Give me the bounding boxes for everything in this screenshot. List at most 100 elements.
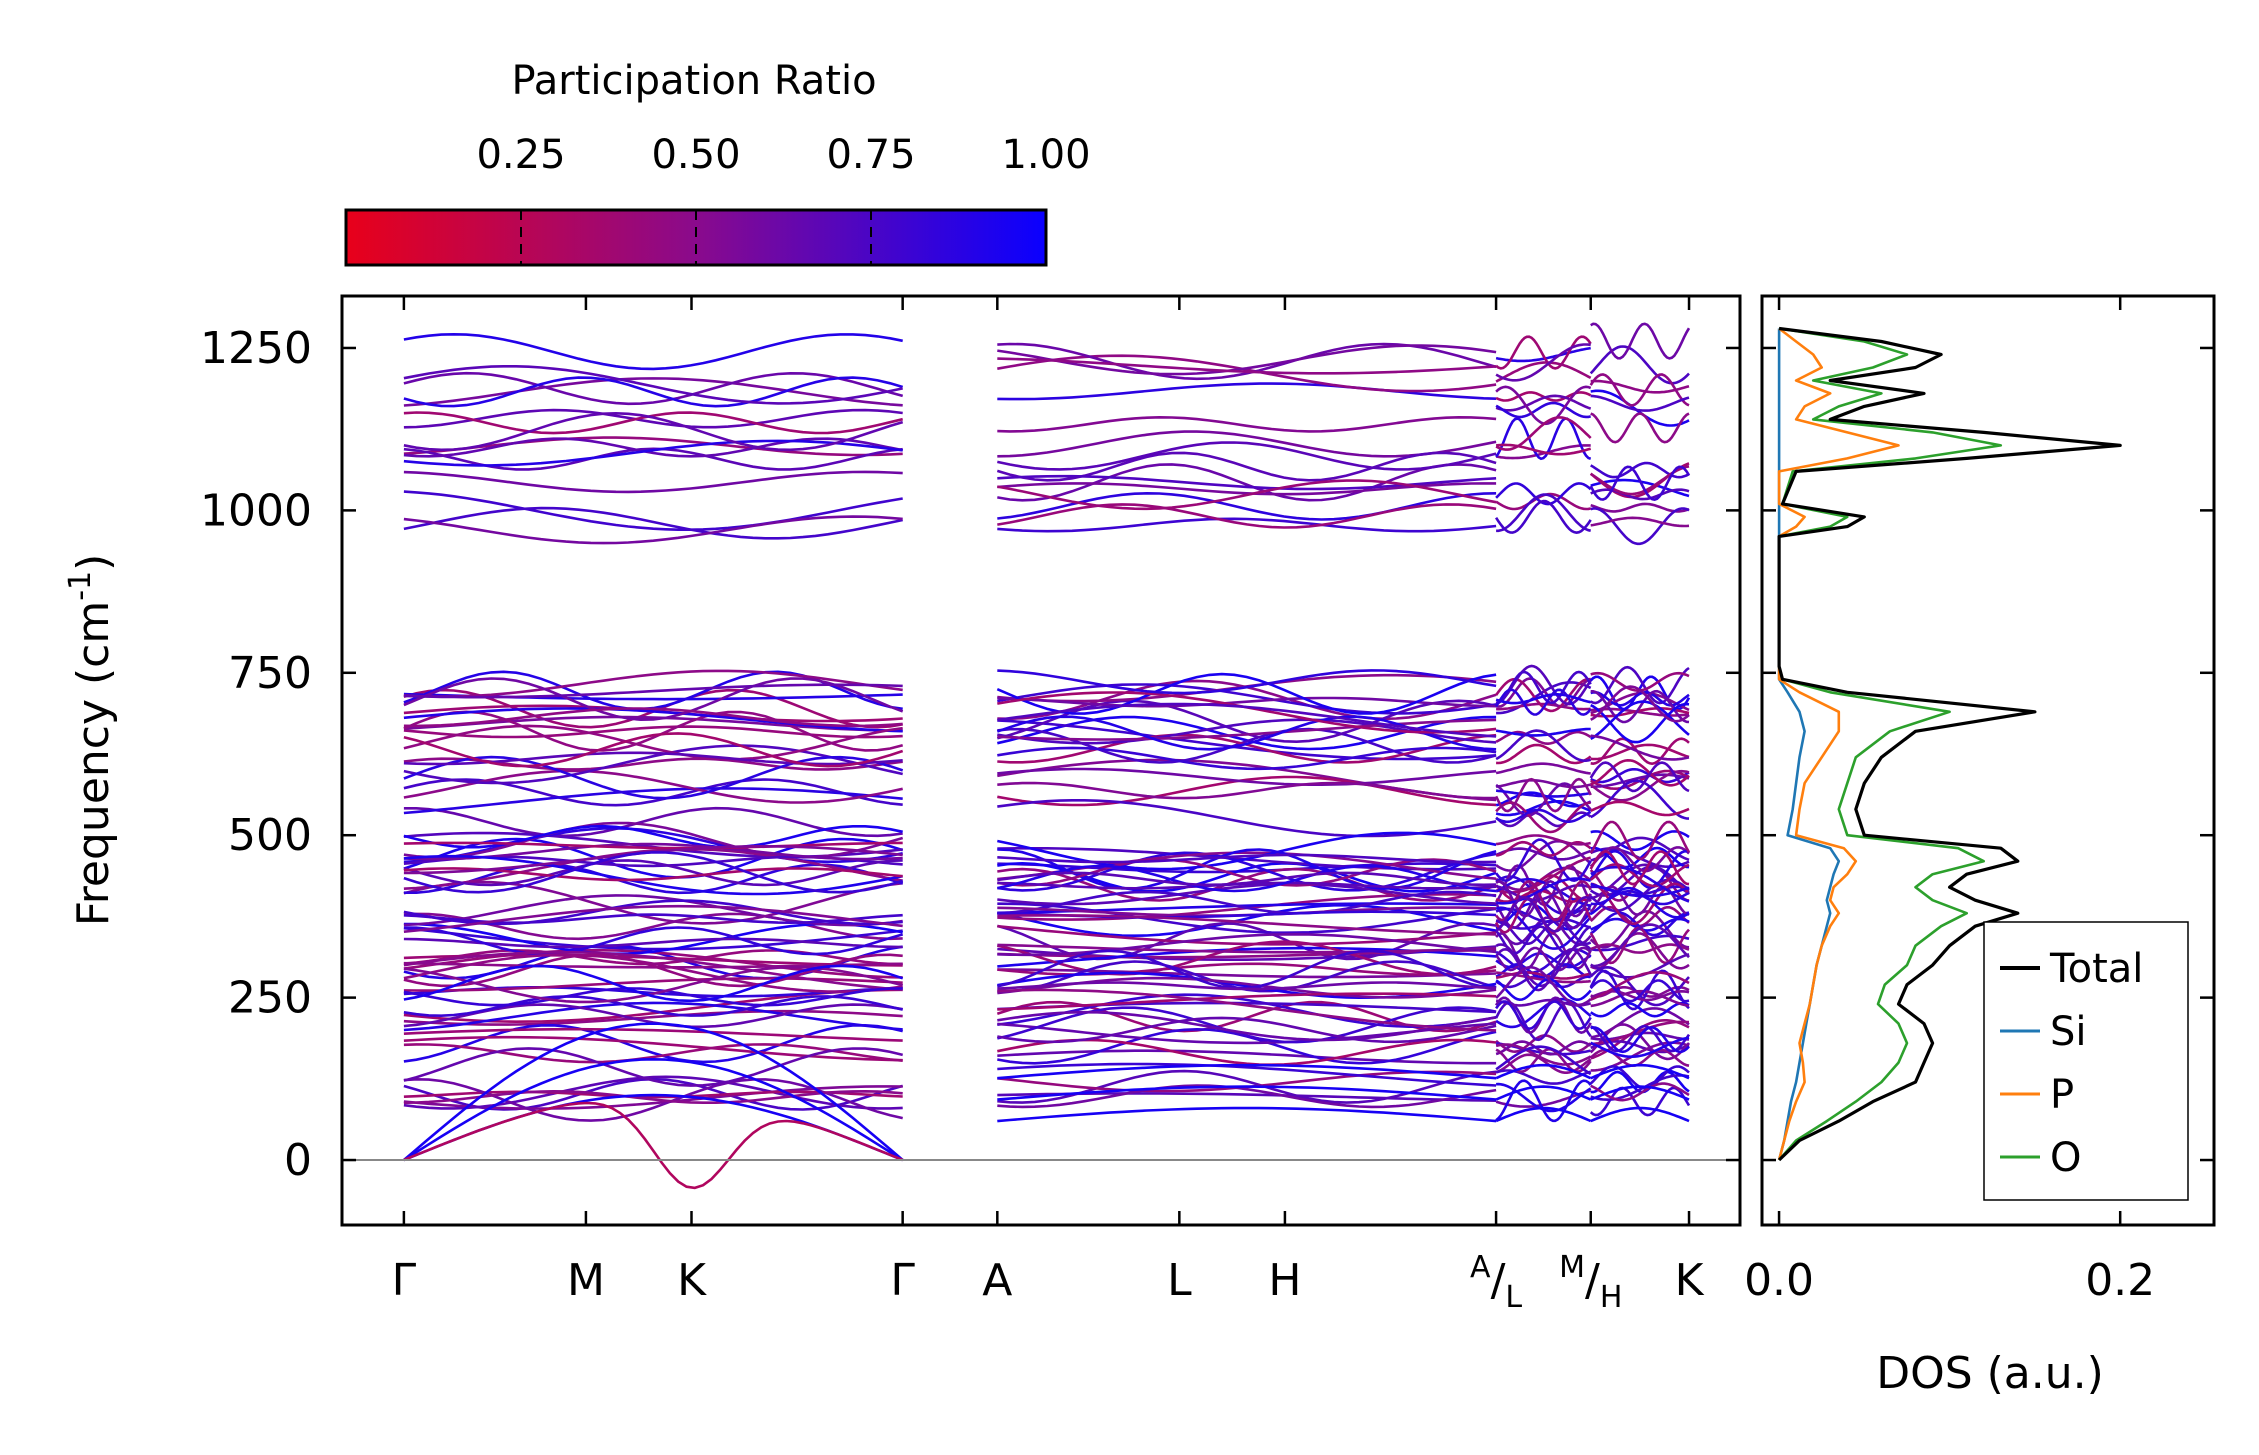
phonon-band — [997, 1049, 1497, 1065]
phonon-band — [403, 950, 903, 992]
x-tick-label: L — [1167, 1255, 1192, 1306]
band-plot-frame — [340, 294, 1742, 1227]
x-tick-label: K — [1675, 1255, 1705, 1306]
dos-x-tick-label: 0.2 — [2085, 1255, 2155, 1306]
acoustic-band — [403, 1022, 904, 1161]
phonon-band — [403, 806, 903, 838]
phonon-band — [1589, 969, 1690, 1011]
phonon-band — [1495, 1000, 1592, 1031]
phonon-band — [1495, 801, 1591, 834]
phonon-band — [1590, 1024, 1691, 1053]
phonon-band — [403, 408, 903, 429]
phonon-band — [1494, 777, 1592, 813]
phonon-band — [1590, 685, 1690, 723]
acoustic-band — [1495, 1085, 1592, 1101]
phonon-band — [997, 503, 1497, 529]
phonon-band — [403, 437, 903, 458]
phonon-band — [1590, 768, 1690, 784]
phonon-band — [1589, 820, 1691, 861]
phonon-band — [1495, 417, 1592, 461]
phonon-band — [1495, 443, 1592, 456]
y-tick-label: 0 — [284, 1135, 312, 1186]
dos-plot-frame — [1760, 294, 2216, 1227]
phonon-band — [1495, 838, 1592, 883]
phonon-band — [403, 411, 904, 452]
phonon-band — [1589, 761, 1690, 793]
y-axis-label-main: Frequency (cm — [68, 601, 119, 927]
phonon-band — [1590, 737, 1690, 766]
phonon-band — [1589, 345, 1690, 385]
phonon-band — [1590, 379, 1690, 394]
phonon-band — [1495, 499, 1592, 535]
acoustic-band — [997, 1106, 1497, 1123]
phonon-band — [403, 1043, 903, 1064]
phonon-band — [1495, 946, 1592, 972]
legend-label: Total — [2049, 946, 2143, 992]
phonon-band — [403, 953, 903, 993]
phonon-band — [1494, 688, 1592, 716]
dos-series-p — [1777, 327, 1900, 1161]
phonon-band — [403, 1085, 903, 1110]
phonon-band — [1590, 389, 1690, 427]
x-tick-label: A/L — [1470, 1250, 1522, 1315]
legend-label: O — [2050, 1135, 2081, 1181]
phonon-band — [403, 1027, 903, 1042]
acoustic-band — [1495, 1063, 1592, 1080]
x-tick-label: M/H — [1559, 1250, 1622, 1315]
x-tick-label: Γ — [392, 1255, 417, 1306]
x-tick-label: A — [982, 1255, 1012, 1306]
phonon-band — [1495, 880, 1592, 918]
phonon-band — [1590, 934, 1690, 952]
phonon-band — [403, 841, 903, 850]
phonon-band — [997, 871, 1497, 887]
colorbar-tick-label: 1.00 — [1001, 132, 1090, 178]
dos-x-axis-label: DOS (a.u.) — [1876, 1348, 2104, 1399]
phonon-band — [403, 732, 904, 768]
phonon-band — [403, 755, 904, 800]
phonon-band — [1590, 516, 1690, 528]
phonon-band — [997, 864, 1497, 893]
phonon-band — [1589, 850, 1690, 886]
phonon-band — [1495, 919, 1592, 946]
phonon-band — [1590, 502, 1690, 513]
phonon-band — [1590, 702, 1690, 744]
phonon-band — [1495, 847, 1592, 861]
phonon-band — [403, 824, 903, 849]
phonon-band — [997, 831, 1497, 871]
phonon-band — [997, 853, 1497, 864]
y-tick-label: 500 — [228, 810, 312, 861]
phonon-band — [403, 987, 903, 1007]
phonon-band — [1495, 779, 1591, 789]
phonon-band — [997, 924, 1497, 946]
phonon-band — [1496, 1082, 1592, 1113]
phonon-band — [403, 683, 903, 699]
phonon-band — [997, 683, 1497, 715]
phonon-band — [997, 914, 1497, 936]
phonon-band — [1590, 943, 1690, 954]
phonon-band — [1589, 373, 1690, 407]
phonon-band — [997, 344, 1497, 376]
phonon-band — [1495, 692, 1591, 705]
colorbar: Participation Ratio 0.25 0.50 0.75 1.00 — [344, 58, 1091, 267]
phonon-band — [997, 696, 1497, 708]
phonon-band — [403, 1035, 903, 1062]
phonon-band — [1590, 412, 1690, 444]
phonon-band — [997, 517, 1497, 533]
phonon-band — [997, 746, 1497, 771]
phonon-band — [1590, 923, 1690, 968]
phonon-band — [997, 382, 1497, 401]
phonon-band — [1590, 507, 1690, 546]
colorbar-tick-label: 0.50 — [651, 132, 740, 178]
phonon-band — [1590, 1007, 1690, 1039]
y-tick-label: 1000 — [200, 485, 312, 536]
phonon-band — [1590, 773, 1690, 788]
phonon-band — [403, 826, 903, 864]
phonon-band — [1495, 482, 1592, 506]
phonon-band — [403, 769, 903, 804]
band-axes: 0 250 500 750 1000 1250 Γ M K Γ A L H A/L M/H K — [200, 296, 1740, 1315]
phonon-band — [403, 995, 903, 1018]
acoustic-band — [1590, 1063, 1690, 1080]
phonon-band — [1495, 808, 1592, 824]
phonon-band — [1495, 762, 1591, 775]
